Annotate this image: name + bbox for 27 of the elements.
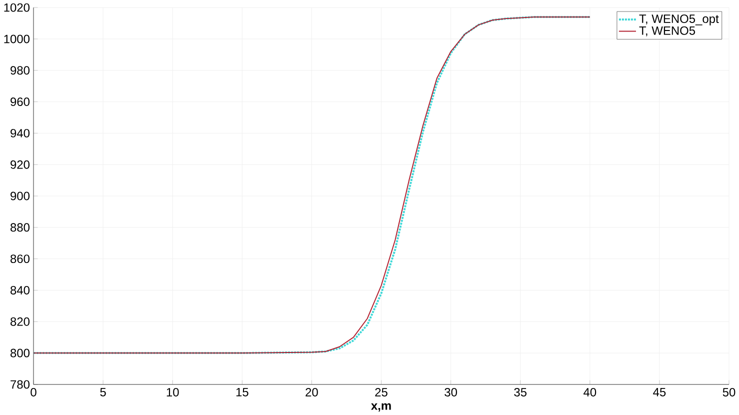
legend-label: T, WENO5 — [639, 26, 696, 36]
x-tick-label: 45 — [653, 388, 666, 396]
x-tick-label: 40 — [584, 388, 596, 396]
x-tick-label: 10 — [166, 388, 179, 396]
x-tick-label: 20 — [306, 388, 318, 396]
x-tick-label: 15 — [236, 388, 248, 396]
x-tick-label: 5 — [100, 388, 106, 396]
y-tick-label: 900 — [10, 192, 30, 200]
y-tick-label: 960 — [10, 98, 30, 106]
y-tick-label: 780 — [10, 380, 30, 389]
y-tick-label: 880 — [10, 223, 30, 232]
x-tick-label: 50 — [722, 388, 736, 396]
y-tick-label: 860 — [10, 254, 30, 264]
legend-label: T, WENO5_opt — [639, 14, 719, 26]
y-tick-label: 1000 — [4, 34, 30, 44]
y-tick-label: 820 — [10, 317, 30, 326]
x-tick-label: 0 — [30, 388, 36, 396]
y-tick-label: 840 — [10, 286, 30, 294]
x-tick-label: 35 — [514, 388, 527, 396]
y-tick-label: 980 — [10, 66, 30, 75]
y-tick-label: 940 — [10, 128, 30, 138]
y-tick-label: 1020 — [4, 3, 30, 12]
y-tick-label: 920 — [10, 160, 30, 169]
x-axis-title: x,m — [371, 403, 391, 412]
y-tick-label: 800 — [10, 348, 30, 358]
x-tick-label: 30 — [444, 388, 458, 396]
x-tick-label: 25 — [375, 388, 388, 396]
